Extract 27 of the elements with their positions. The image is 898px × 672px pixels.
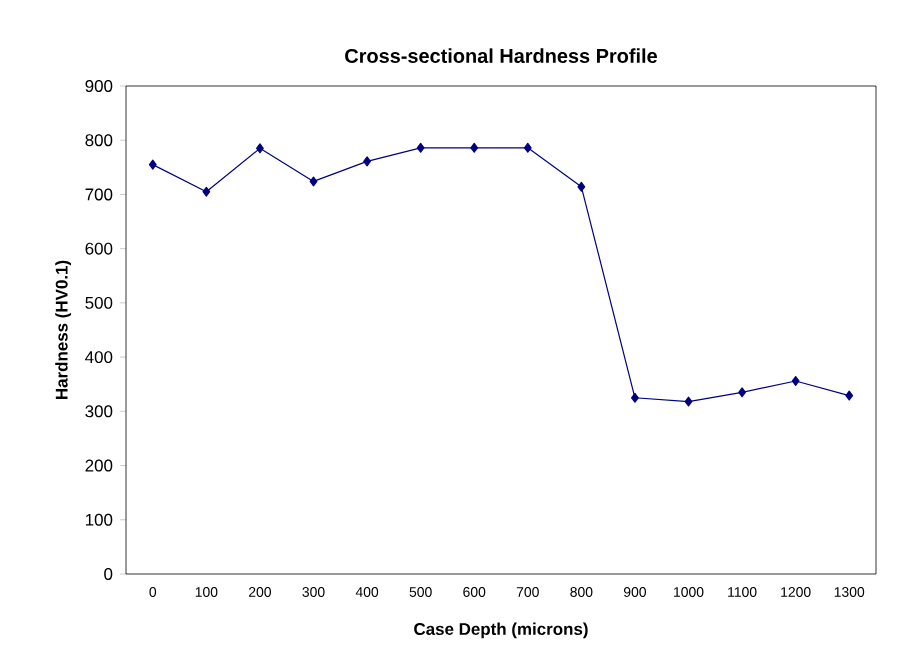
point [631,392,639,403]
point [256,143,264,154]
y-tick-label: 100 [85,513,113,526]
y-tick-label: 500 [85,296,113,309]
y-tick-label: 400 [85,351,113,364]
y-tick-label: 900 [85,80,113,92]
point [363,156,371,167]
point [791,375,800,386]
y-tick-label: 0 [104,568,113,580]
y-axis-title: Hardness (HV0.1) [55,260,72,399]
x-axis-title: Case Depth (microns) [414,622,588,639]
y-tick-label: 600 [85,242,113,255]
point [470,142,479,153]
point [845,390,854,401]
y-tick-label: 200 [85,459,113,472]
y-tick-label: 800 [85,134,113,147]
point [738,387,746,398]
chart-title: Cross-sectional Hardness Profile [345,48,657,63]
point [148,159,157,170]
point [684,396,693,407]
point [416,142,425,153]
y-tick-label: 700 [85,188,113,201]
point [523,142,532,153]
point [577,181,586,192]
point [309,176,318,187]
y-tick-label: 300 [85,405,113,418]
point [202,186,211,197]
